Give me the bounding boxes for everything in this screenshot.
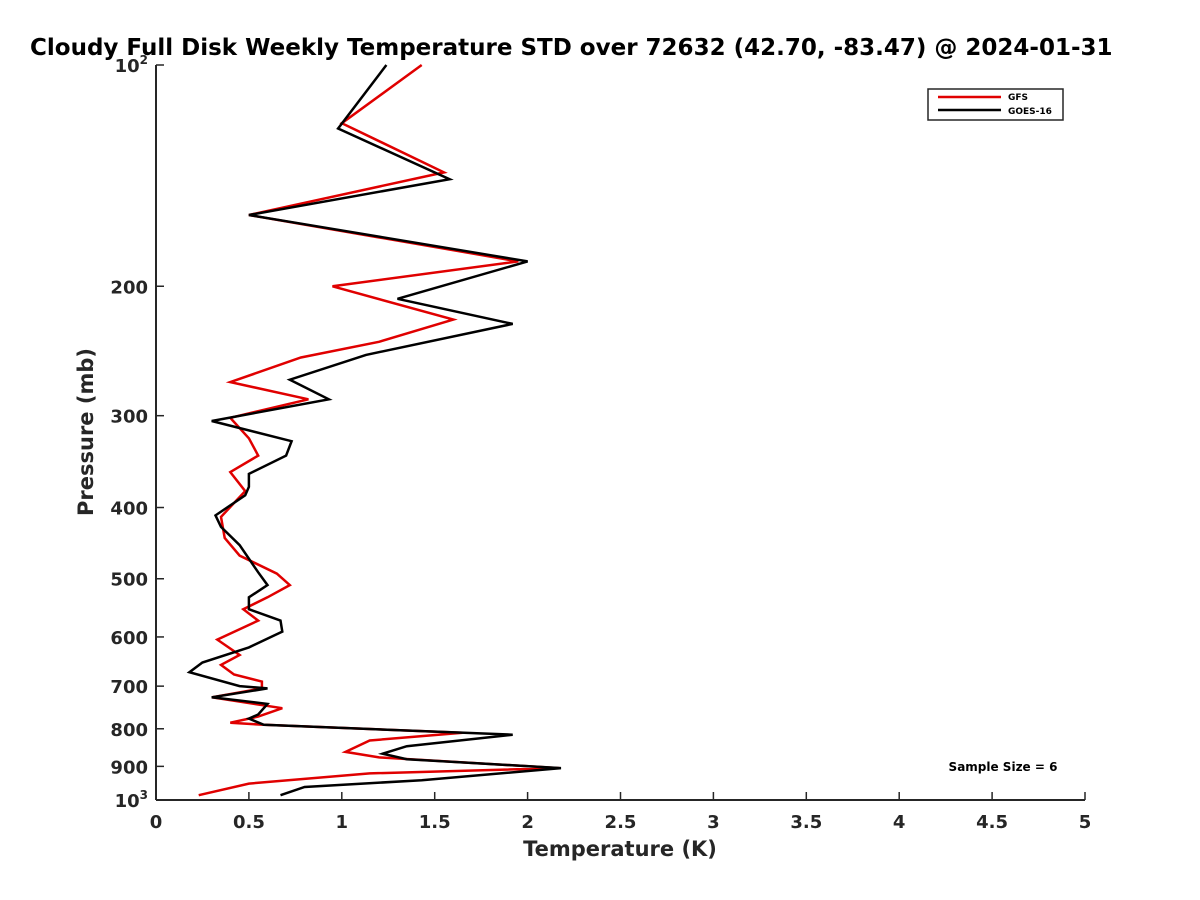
y-tick-label: 300 [110, 407, 148, 428]
y-tick-label: 400 [110, 499, 148, 520]
x-tick-label: 3 [707, 812, 720, 833]
y-axis-label: Pressure (mb) [74, 348, 98, 516]
y-tick-label: 600 [110, 628, 148, 649]
x-tick-label: 3.5 [790, 812, 822, 833]
x-tick-label: 0 [150, 812, 163, 833]
x-tick-label: 4.5 [976, 812, 1008, 833]
y-tick-label: 700 [110, 677, 148, 698]
x-tick-label: 4 [893, 812, 906, 833]
y-axis-ticks: 102 200 300 400 500 600 700 800 900 103 [110, 53, 164, 812]
y-tick-label: 102 [115, 53, 148, 77]
x-tick-label: 1 [336, 812, 349, 833]
series-layer [186, 63, 562, 797]
x-tick-label: 1.5 [419, 812, 451, 833]
legend-label-gfs: GFS [1008, 93, 1028, 103]
sample-size-annotation: Sample Size = 6 [949, 760, 1058, 774]
y-tick-label: 800 [110, 720, 148, 741]
y-tick-label: 200 [110, 277, 148, 298]
y-tick-label: 900 [110, 757, 148, 778]
x-tick-label: 5 [1079, 812, 1092, 833]
legend-box [927, 88, 1064, 121]
y-tick-label: 103 [115, 788, 148, 812]
series-line-goes-16 [186, 64, 562, 797]
y-tick-label: 500 [110, 570, 148, 591]
x-axis-ticks: 0 0.5 1 1.5 2 2.5 3 3.5 4 4.5 5 [150, 792, 1092, 833]
x-axis-label: Temperature (K) [523, 837, 717, 861]
x-tick-label: 0.5 [233, 812, 265, 833]
x-tick-label: 2.5 [605, 812, 637, 833]
x-tick-label: 2 [521, 812, 534, 833]
chart-title: Cloudy Full Disk Weekly Temperature STD … [30, 35, 1113, 61]
legend: GFS GOES-16 [927, 88, 1064, 121]
legend-label-goes16: GOES-16 [1008, 107, 1052, 117]
